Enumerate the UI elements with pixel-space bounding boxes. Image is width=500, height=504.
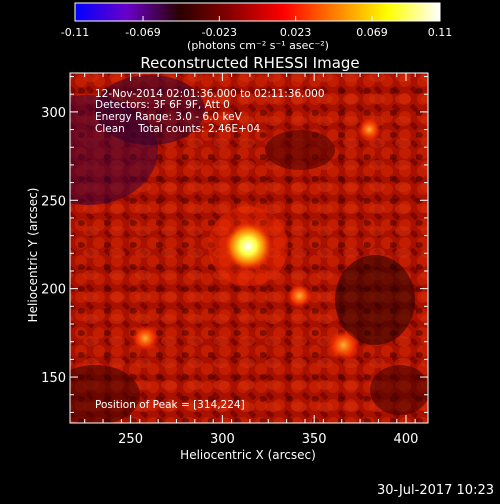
y-tick-label: 200 — [41, 283, 66, 298]
axes: 250 300 350 400 150 200 250 300 — [41, 73, 428, 447]
annotation-detectors: Detectors: 3F 6F 9F, Att 0 — [95, 99, 230, 111]
colorbar: -0.11 -0.069 -0.023 0.023 0.069 0.11 (photons… — [61, 2, 452, 52]
negative-regions — [70, 75, 428, 423]
annotation-time-range: 12-Nov-2014 02:01:36.000 to 02:11:36.000 — [95, 88, 325, 100]
annotation-peak-position: Position of Peak = [314,224] — [95, 399, 245, 411]
plot-frame — [69, 72, 429, 424]
x-tick-label: 400 — [394, 432, 419, 447]
secondary-source — [357, 117, 382, 142]
colorbar-ticks: -0.11 -0.069 -0.023 0.023 0.069 0.11 — [61, 16, 452, 39]
colorbar-tick-label: 0.11 — [428, 26, 453, 39]
x-tick-label: 250 — [118, 432, 143, 447]
colorbar-tick-label: 0.023 — [280, 26, 312, 39]
negative-region — [370, 365, 428, 415]
colorbar-tick-label: 0.069 — [356, 26, 388, 39]
annotation-method-counts: Clean Total counts: 2.46E+04 — [95, 123, 260, 135]
y-tick-label: 300 — [41, 106, 66, 121]
colorbar-strip — [74, 2, 441, 22]
secondary-source — [327, 329, 360, 361]
annotations: 12-Nov-2014 02:01:36.000 to 02:11:36.000… — [95, 88, 325, 411]
negative-region — [335, 255, 415, 345]
secondary-source — [132, 325, 159, 352]
x-axis-label: Heliocentric X (arcsec) — [180, 448, 316, 462]
chart-title: Reconstructed RHESSI Image — [140, 54, 359, 72]
x-tick-label: 300 — [210, 432, 235, 447]
y-axis-label: Heliocentric Y (arcsec) — [26, 188, 40, 323]
colorbar-unit-label: (photons cm⁻² s⁻¹ asec⁻²) — [187, 39, 329, 52]
colorbar-tick-label: -0.069 — [125, 26, 160, 39]
colorbar-tick-label: -0.023 — [202, 26, 237, 39]
emission-sources — [132, 117, 382, 361]
x-tick-label: 350 — [302, 432, 327, 447]
colorbar-tick-label: -0.11 — [61, 26, 89, 39]
secondary-source — [287, 283, 312, 309]
image-panel — [70, 73, 428, 423]
y-tick-label: 150 — [41, 371, 66, 386]
y-tick-label: 250 — [41, 194, 66, 209]
negative-region — [265, 130, 335, 170]
peak-source — [224, 222, 273, 271]
annotation-energy-range: Energy Range: 3.0 - 6.0 keV — [95, 111, 243, 123]
negative-region — [95, 75, 205, 145]
footer-timestamp: 30-Jul-2017 10:23 — [377, 483, 494, 498]
negative-region — [70, 365, 140, 423]
